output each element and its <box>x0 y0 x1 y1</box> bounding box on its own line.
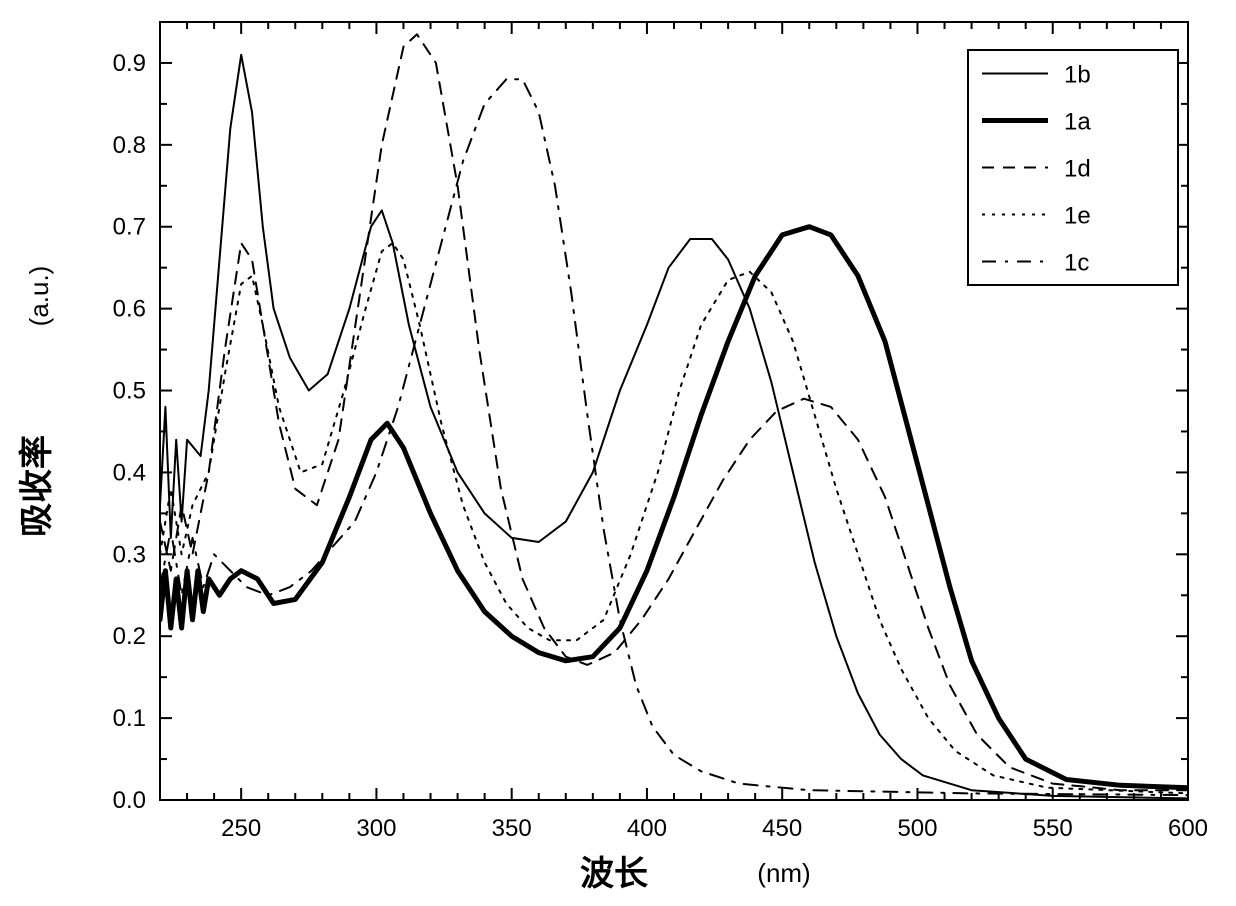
y-tick-label: 0.4 <box>113 459 146 486</box>
x-axis-label: 波长 <box>580 855 648 893</box>
legend-label-1e: 1e <box>1064 203 1091 230</box>
x-tick-label: 350 <box>492 815 532 842</box>
series-1e <box>160 243 1188 793</box>
legend-label-1a: 1a <box>1064 109 1091 136</box>
y-tick-label: 0.6 <box>113 296 146 323</box>
x-tick-label: 250 <box>221 815 261 842</box>
legend-label-1c: 1c <box>1064 250 1089 277</box>
y-tick-label: 0.3 <box>113 541 146 568</box>
y-tick-label: 0.7 <box>113 214 146 241</box>
legend-label-1b: 1b <box>1064 62 1091 89</box>
y-tick-label: 0.2 <box>113 623 146 650</box>
chart-svg: 250 300 350 400 450 500 550 600 0.0 0.1 0.2 0.3 0.4 0… <box>0 0 1236 906</box>
y-axis-unit: (a.u.) <box>24 266 54 327</box>
y-tick-label: 0.8 <box>113 132 146 159</box>
series-1a <box>160 227 1188 788</box>
x-tick-label: 600 <box>1168 815 1208 842</box>
x-tick-label: 500 <box>897 815 937 842</box>
x-tick-label: 550 <box>1033 815 1073 842</box>
y-tick-label: 0.1 <box>113 705 146 732</box>
x-tick-label: 400 <box>627 815 667 842</box>
x-tick-label: 450 <box>762 815 802 842</box>
y-tick-label: 0.9 <box>113 50 146 77</box>
legend-label-1d: 1d <box>1064 156 1091 183</box>
y-tick-label: 0.5 <box>113 378 146 405</box>
x-axis-unit: (nm) <box>757 858 810 888</box>
y-tick-label: 0.0 <box>113 787 146 814</box>
spectra-chart: 250 300 350 400 450 500 550 600 0.0 0.1 0.2 0.3 0.4 0… <box>0 0 1236 906</box>
y-axis-label: 吸收率 <box>18 435 56 537</box>
x-tick-label: 300 <box>356 815 396 842</box>
